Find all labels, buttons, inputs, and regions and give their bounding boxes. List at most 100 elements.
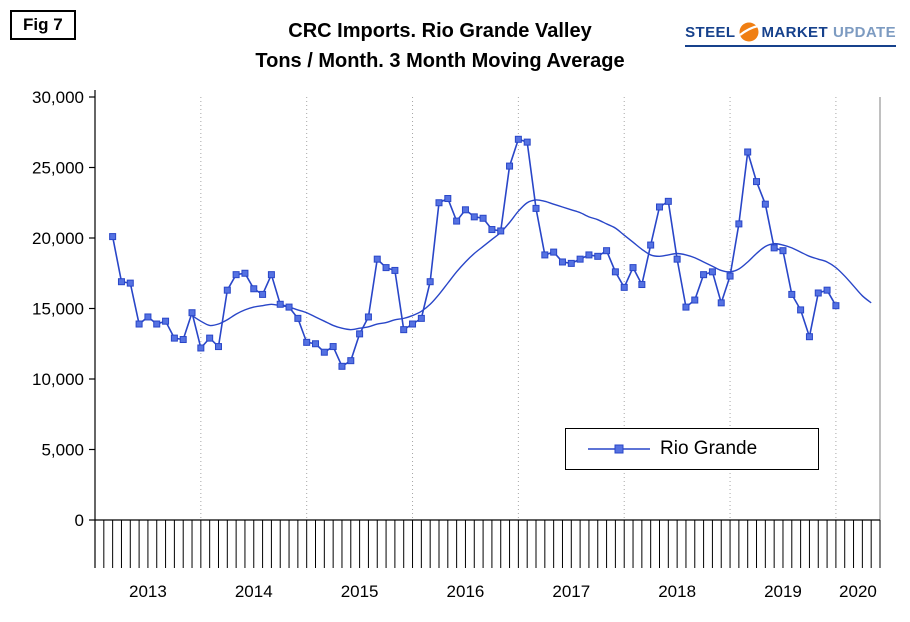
rio-grande-marker bbox=[603, 247, 611, 255]
y-axis-label: 0 bbox=[75, 511, 84, 530]
legend-line-marker-icon bbox=[588, 444, 650, 454]
rio-grande-marker bbox=[435, 199, 443, 207]
rio-grande-marker bbox=[700, 271, 708, 279]
logo-text-market: MARKET bbox=[761, 23, 829, 41]
rio-grande-marker bbox=[823, 286, 831, 294]
x-axis-year-label: 2015 bbox=[341, 582, 379, 601]
chart-title: CRC Imports. Rio Grande Valley bbox=[288, 20, 592, 42]
rio-grande-marker bbox=[373, 255, 381, 263]
x-axis-year-label: 2018 bbox=[658, 582, 696, 601]
logo-text-steel: STEEL bbox=[685, 23, 736, 41]
rio-grande-marker bbox=[109, 233, 117, 241]
rio-grande-marker bbox=[241, 269, 249, 277]
rio-grande-marker bbox=[629, 264, 637, 272]
rio-grande-marker bbox=[135, 320, 143, 328]
y-axis-label: 10,000 bbox=[32, 370, 84, 389]
rio-grande-marker bbox=[523, 138, 531, 146]
rio-grande-marker bbox=[461, 206, 469, 214]
rio-grande-marker bbox=[347, 357, 355, 365]
rio-grande-marker bbox=[761, 200, 769, 208]
rio-grande-marker bbox=[426, 278, 434, 286]
rio-grande-marker bbox=[144, 313, 152, 321]
x-axis-year-label: 2013 bbox=[129, 582, 167, 601]
rio-grande-marker bbox=[735, 220, 743, 228]
rio-grande-marker bbox=[479, 214, 487, 222]
rio-grande-marker bbox=[832, 302, 840, 310]
rio-grande-marker bbox=[391, 266, 399, 274]
rio-grande-marker bbox=[558, 258, 566, 266]
x-axis-year-label: 2019 bbox=[764, 582, 802, 601]
rio-grande-marker bbox=[497, 227, 505, 235]
rio-grande-marker bbox=[364, 313, 372, 321]
rio-grande-marker bbox=[276, 300, 284, 308]
rio-grande-marker bbox=[170, 334, 178, 342]
rio-grande-marker bbox=[153, 320, 161, 328]
rio-grande-marker bbox=[400, 326, 408, 334]
figure-label: Fig 7 bbox=[10, 10, 76, 40]
rio-grande-marker bbox=[470, 213, 478, 221]
y-axis-label: 25,000 bbox=[32, 159, 84, 178]
rio-grande-marker bbox=[514, 135, 522, 143]
moving-average-line bbox=[191, 199, 872, 331]
rio-grande-marker bbox=[788, 290, 796, 298]
rio-grande-marker bbox=[417, 314, 425, 322]
rio-grande-marker bbox=[805, 333, 813, 341]
rio-grande-marker bbox=[638, 281, 646, 289]
rio-grande-marker bbox=[541, 251, 549, 259]
rio-grande-marker bbox=[708, 268, 716, 276]
rio-grande-marker bbox=[382, 264, 390, 272]
rio-grande-marker bbox=[320, 348, 328, 356]
rio-grande-marker bbox=[779, 247, 787, 255]
rio-grande-marker bbox=[294, 314, 302, 322]
rio-grande-marker bbox=[647, 241, 655, 249]
rio-grande-marker bbox=[744, 148, 752, 156]
rio-grande-marker bbox=[356, 330, 364, 338]
rio-grande-marker bbox=[312, 340, 320, 348]
rio-grande-marker bbox=[673, 255, 681, 263]
x-axis-year-label: 2017 bbox=[552, 582, 590, 601]
rio-grande-marker bbox=[797, 306, 805, 314]
rio-grande-marker bbox=[126, 279, 134, 287]
chart-title-block: CRC Imports. Rio Grande Valley Tons / Mo… bbox=[0, 16, 880, 76]
rio-grande-marker bbox=[488, 226, 496, 234]
rio-grande-marker bbox=[303, 338, 311, 346]
rio-grande-marker bbox=[691, 296, 699, 304]
rio-grande-marker bbox=[259, 290, 267, 298]
y-axis-label: 20,000 bbox=[32, 229, 84, 248]
rio-grande-marker bbox=[206, 334, 214, 342]
rio-grande-marker bbox=[444, 195, 452, 203]
rio-grande-marker bbox=[453, 217, 461, 225]
rio-grande-marker bbox=[611, 268, 619, 276]
chart-subtitle: Tons / Month. 3 Month Moving Average bbox=[255, 50, 625, 72]
rio-grande-marker bbox=[550, 248, 558, 256]
rio-grande-marker bbox=[267, 271, 275, 279]
logo-globe-icon bbox=[739, 22, 759, 42]
rio-grande-marker bbox=[338, 362, 346, 370]
rio-grande-marker bbox=[197, 344, 205, 352]
rio-grande-marker bbox=[117, 278, 125, 286]
rio-grande-marker bbox=[162, 317, 170, 325]
rio-grande-marker bbox=[188, 309, 196, 317]
legend-label: Rio Grande bbox=[660, 438, 758, 459]
rio-grande-marker bbox=[594, 252, 602, 260]
rio-grande-marker bbox=[682, 303, 690, 311]
rio-grande-marker bbox=[753, 178, 761, 186]
rio-grande-marker bbox=[179, 336, 187, 344]
rio-grande-marker bbox=[717, 299, 725, 307]
rio-grande-marker bbox=[814, 289, 822, 297]
logo-text-update: UPDATE bbox=[833, 23, 896, 41]
x-axis-year-label: 2016 bbox=[447, 582, 485, 601]
smu-logo: STEEL MARKET UPDATE bbox=[685, 22, 896, 47]
y-axis-label: 5,000 bbox=[41, 441, 84, 460]
x-axis-year-label: 2020 bbox=[839, 582, 877, 601]
rio-grande-marker bbox=[532, 204, 540, 212]
rio-grande-marker bbox=[285, 303, 293, 311]
rio-grande-marker bbox=[506, 162, 514, 170]
rio-grande-marker bbox=[329, 343, 337, 351]
rio-grande-marker bbox=[567, 259, 575, 267]
rio-grande-marker bbox=[232, 271, 240, 279]
rio-grande-marker bbox=[655, 203, 663, 211]
y-axis-label: 30,000 bbox=[32, 88, 84, 107]
